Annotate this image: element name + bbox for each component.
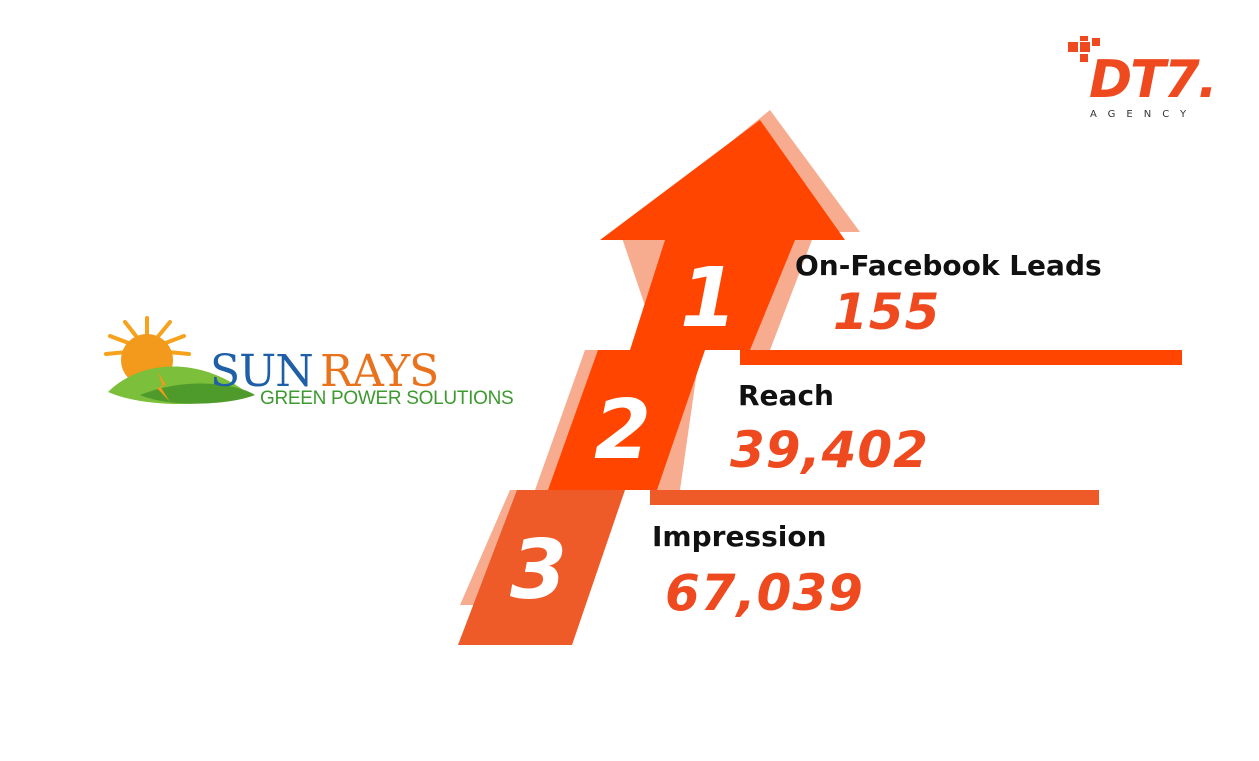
step-2-value: 39,402 xyxy=(730,421,929,479)
step-3-label: Impression xyxy=(652,520,827,553)
brand-tagline: GREEN POWER SOLUTIONS xyxy=(260,388,514,409)
brand-name-rays: RAYS xyxy=(320,346,439,397)
step-1-number: 1 xyxy=(680,251,738,346)
step-1-label: On-Facebook Leads xyxy=(795,249,1102,282)
arrow-head xyxy=(600,120,845,240)
step-2-number: 2 xyxy=(594,383,652,478)
agency-pixel-icon xyxy=(1068,36,1100,62)
step-3-number: 3 xyxy=(510,523,568,618)
agency-name: DT7. xyxy=(1089,50,1218,110)
brand-name-sun: SUN xyxy=(210,346,314,397)
step-1-bar xyxy=(740,350,1182,365)
agency-subtitle: AGENCY xyxy=(1090,109,1198,120)
step-2-block xyxy=(548,350,705,490)
arrow-main xyxy=(458,120,1182,645)
step-3-block xyxy=(458,490,625,645)
step-1-value: 155 xyxy=(833,283,941,341)
step-1-block xyxy=(630,240,795,350)
green-hill-front xyxy=(140,383,255,404)
step-2-bar xyxy=(650,490,1099,505)
step-2-label: Reach xyxy=(738,379,834,412)
step-3-value: 67,039 xyxy=(665,564,864,622)
sun-logo-graphic xyxy=(104,316,255,405)
